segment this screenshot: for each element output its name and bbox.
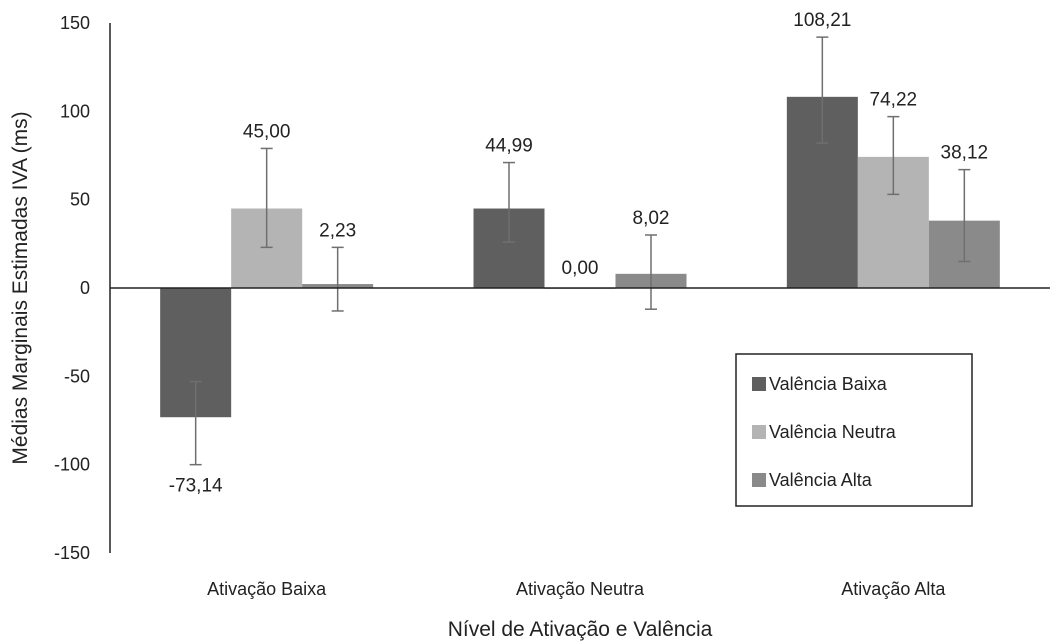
y-tick-label: -150 [54, 543, 90, 563]
legend-swatch [752, 473, 766, 487]
y-tick-label: -100 [54, 455, 90, 475]
data-labels: -73,14 45,00 2,23 44,99 0,00 8,02 108,21 74,22 3… [169, 10, 988, 497]
data-label: 44,99 [485, 136, 533, 157]
data-label: 0,00 [562, 258, 599, 279]
y-tick-label: 100 [60, 101, 90, 121]
y-tick-label: 150 [60, 13, 90, 33]
x-axis-title: Nível de Ativação e Valência [448, 618, 713, 641]
x-category-label: Ativação Alta [841, 579, 946, 599]
data-label: 45,00 [243, 121, 291, 142]
y-axis-ticks: 150 100 50 0 -50 -100 -150 [54, 13, 90, 563]
data-label: 74,22 [870, 90, 918, 111]
data-label: -73,14 [169, 476, 223, 497]
y-tick-label: -50 [64, 366, 90, 386]
y-tick-label: 50 [70, 190, 90, 210]
legend-label: Valência Alta [769, 470, 873, 490]
x-axis-categories: Ativação Baixa Ativação Neutra Ativação Al… [207, 579, 946, 599]
x-category-label: Ativação Baixa [207, 579, 327, 599]
legend-label: Valência Baixa [769, 374, 888, 394]
data-label: 2,23 [319, 220, 356, 241]
error-bars [189, 36, 971, 466]
legend: Valência Baixa Valência Neutra Valência Al… [735, 353, 973, 507]
data-label: 108,21 [793, 10, 851, 31]
legend-swatch [752, 425, 766, 439]
data-label: 38,12 [941, 143, 989, 164]
y-tick-label: 0 [80, 278, 90, 298]
legend-label: Valência Neutra [769, 422, 897, 442]
legend-swatch [752, 377, 766, 391]
legend-box [735, 353, 973, 507]
y-axis-title: Médias Marginais Estimadas IVA (ms) [9, 111, 32, 464]
data-label: 8,02 [633, 208, 670, 229]
x-category-label: Ativação Neutra [516, 579, 645, 599]
